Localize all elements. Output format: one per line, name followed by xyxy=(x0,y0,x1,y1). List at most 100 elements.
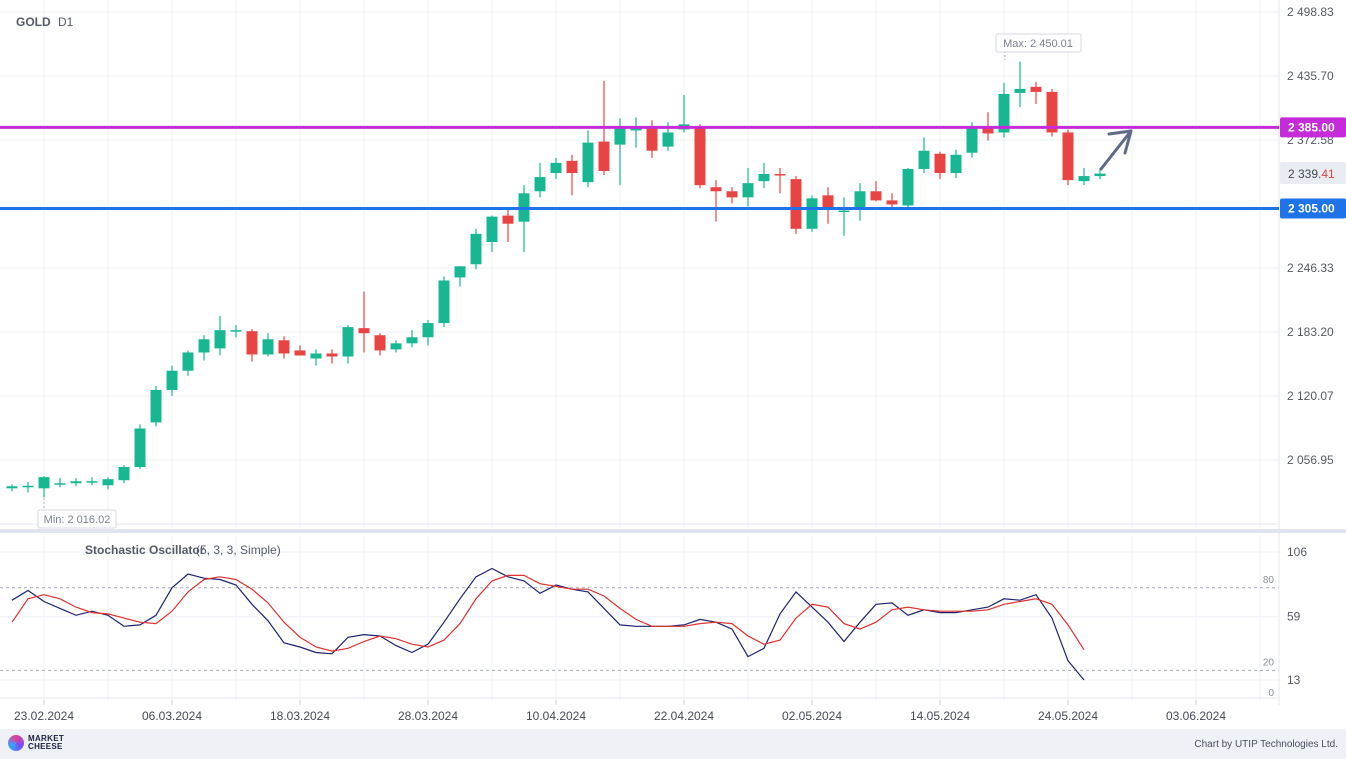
candle xyxy=(742,167,754,207)
oscillator-level-label: 0 xyxy=(1268,688,1274,699)
candle xyxy=(822,187,834,224)
candle xyxy=(886,193,898,208)
candle xyxy=(566,154,578,196)
price-tick-label: 2 435.70 xyxy=(1287,69,1334,83)
candle xyxy=(774,167,786,194)
candle xyxy=(806,195,818,232)
last-price-tag: 2 339.41 xyxy=(1280,162,1346,184)
candle xyxy=(934,151,946,180)
oscillator-level-label: 80 xyxy=(1263,575,1275,586)
candle xyxy=(1046,88,1058,137)
candle xyxy=(358,291,370,353)
candle xyxy=(470,228,482,270)
logo-icon xyxy=(8,735,24,751)
candle xyxy=(758,162,770,189)
candle xyxy=(614,118,626,186)
candle xyxy=(262,333,274,357)
candle xyxy=(854,183,866,221)
candle xyxy=(230,325,242,338)
candle xyxy=(70,478,82,487)
chart-credit: Chart by UTIP Technologies Ltd. xyxy=(1194,739,1338,750)
candle xyxy=(246,329,258,362)
candle xyxy=(918,137,930,174)
max-marker: Max: 2 450.01 xyxy=(995,33,1082,60)
candles xyxy=(6,61,1106,498)
level-tag xyxy=(1280,198,1346,219)
candle xyxy=(198,335,210,361)
date-tick-label: 02.05.2024 xyxy=(782,709,842,723)
date-tick-label: 22.04.2024 xyxy=(654,709,714,723)
candle xyxy=(134,424,146,470)
trading-chart[interactable]: 80 20 0 GOLD D1 Stochastic Oscillator (5, … xyxy=(0,0,1346,729)
candle xyxy=(550,157,562,180)
max-label: Max: 2 450.01 xyxy=(1003,38,1073,50)
candle xyxy=(950,149,962,179)
date-tick-label: 23.02.2024 xyxy=(14,709,74,723)
candle xyxy=(502,208,514,242)
candle xyxy=(630,117,642,148)
date-tick-label: 14.05.2024 xyxy=(910,709,970,723)
price-tick-label: 2 183.20 xyxy=(1287,325,1334,339)
last-price-tail: 41 xyxy=(1321,167,1335,181)
date-tick-label: 28.03.2024 xyxy=(398,709,458,723)
candle xyxy=(6,484,18,492)
level-tag-label: 2 385.00 xyxy=(1288,120,1335,134)
oscillator-title: Stochastic Oscillator xyxy=(85,543,205,557)
min-marker: Min: 2 016.02 xyxy=(37,498,117,529)
candle xyxy=(726,187,738,204)
candle xyxy=(902,167,914,209)
level-tag xyxy=(1280,117,1346,138)
candle xyxy=(86,477,98,486)
trend-arrow-icon[interactable] xyxy=(1099,129,1133,171)
candle xyxy=(406,330,418,348)
candle xyxy=(454,266,466,287)
logo-text: MARKET CHEESE xyxy=(28,734,65,751)
candle xyxy=(710,180,722,222)
candle xyxy=(374,333,386,356)
date-tick-label: 03.06.2024 xyxy=(1166,709,1226,723)
candle xyxy=(342,325,354,364)
oscillator-series-line xyxy=(11,567,1085,681)
svg-text:2 339.41: 2 339.41 xyxy=(1288,167,1335,181)
candle xyxy=(38,476,50,498)
candle xyxy=(438,276,450,328)
oscillator-tick-label: 106 xyxy=(1287,545,1307,559)
candle xyxy=(582,130,594,188)
candle xyxy=(118,464,130,484)
level-tag-label: 2 305.00 xyxy=(1288,202,1335,216)
candle xyxy=(486,215,498,253)
oscillator-grid: 80 20 0 xyxy=(0,536,1279,700)
timeframe-label: D1 xyxy=(58,15,74,29)
min-label: Min: 2 016.02 xyxy=(44,514,111,526)
price-tick-label: 2 246.33 xyxy=(1287,261,1334,275)
candle xyxy=(294,345,306,356)
candle xyxy=(1062,129,1074,186)
symbol-label: GOLD xyxy=(16,15,51,29)
candle xyxy=(278,336,290,359)
candle xyxy=(694,124,706,189)
candle xyxy=(166,365,178,397)
oscillator-tick-label: 59 xyxy=(1287,610,1301,624)
oscillator-series-line xyxy=(11,574,1085,652)
candle xyxy=(22,482,34,493)
candle xyxy=(422,320,434,346)
date-tick-label: 24.05.2024 xyxy=(1038,709,1098,723)
date-tick-label: 06.03.2024 xyxy=(142,709,202,723)
candle xyxy=(534,162,546,198)
price-tick-label: 2 498.83 xyxy=(1287,5,1334,19)
candle xyxy=(214,315,226,356)
candle xyxy=(310,349,322,366)
date-axis: 23.02.2024 06.03.2024 18.03.2024 28.03.2024… xyxy=(14,700,1226,723)
horizontal-levels[interactable] xyxy=(0,125,1279,211)
candle xyxy=(838,197,850,236)
date-tick-label: 18.03.2024 xyxy=(270,709,330,723)
last-price-main: 2 339. xyxy=(1288,167,1321,181)
stochastic-lines xyxy=(11,567,1085,681)
oscillator-level-label: 20 xyxy=(1263,657,1275,668)
level-tags: 2 385.00 2 305.00 xyxy=(1280,117,1346,219)
candle xyxy=(102,477,114,490)
candle xyxy=(790,176,802,234)
price-tick-label: 2 120.07 xyxy=(1287,389,1334,403)
candle xyxy=(182,350,194,376)
candle xyxy=(390,340,402,353)
